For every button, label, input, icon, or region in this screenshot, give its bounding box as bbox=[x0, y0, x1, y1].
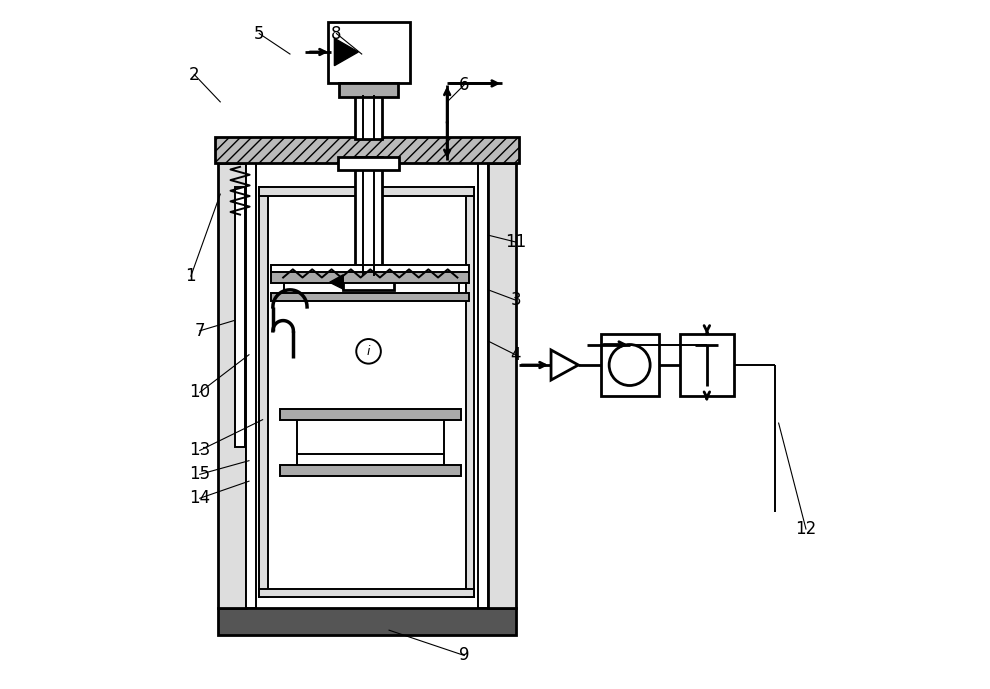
Text: 14: 14 bbox=[189, 489, 210, 507]
Bar bbox=[280, 409, 460, 420]
Circle shape bbox=[609, 344, 650, 386]
Bar bbox=[271, 294, 469, 302]
Text: 3: 3 bbox=[510, 291, 521, 309]
Text: i: i bbox=[367, 344, 370, 358]
Bar bbox=[259, 589, 474, 597]
Bar bbox=[465, 187, 474, 597]
Bar bbox=[344, 273, 394, 290]
Bar bbox=[218, 608, 516, 635]
Text: 6: 6 bbox=[459, 76, 469, 94]
Text: 5: 5 bbox=[254, 25, 264, 43]
Bar bbox=[236, 187, 245, 447]
Bar bbox=[218, 163, 246, 608]
Text: 12: 12 bbox=[795, 520, 817, 538]
Text: 4: 4 bbox=[510, 346, 521, 364]
Bar bbox=[338, 156, 399, 170]
Bar bbox=[354, 156, 382, 276]
Bar bbox=[354, 95, 382, 139]
Text: 7: 7 bbox=[194, 322, 205, 340]
Bar bbox=[271, 265, 469, 272]
Bar bbox=[340, 83, 398, 97]
Bar bbox=[601, 334, 659, 395]
Text: 10: 10 bbox=[189, 383, 210, 401]
Bar bbox=[679, 334, 735, 395]
Bar bbox=[259, 187, 268, 597]
Polygon shape bbox=[335, 39, 358, 65]
Text: 9: 9 bbox=[459, 646, 469, 664]
Text: 2: 2 bbox=[189, 65, 200, 83]
Bar bbox=[280, 465, 460, 475]
Text: 13: 13 bbox=[189, 442, 211, 460]
Bar bbox=[259, 187, 474, 196]
Polygon shape bbox=[330, 275, 344, 289]
Bar bbox=[478, 163, 488, 608]
Bar bbox=[271, 271, 469, 283]
Text: 15: 15 bbox=[189, 465, 210, 484]
Polygon shape bbox=[551, 350, 578, 380]
Bar bbox=[328, 22, 410, 83]
Bar bbox=[246, 163, 255, 608]
Bar bbox=[215, 137, 519, 163]
Text: 1: 1 bbox=[185, 267, 196, 285]
Text: 8: 8 bbox=[332, 25, 342, 43]
Text: 11: 11 bbox=[505, 233, 526, 251]
Circle shape bbox=[356, 339, 381, 364]
Bar bbox=[488, 163, 516, 608]
